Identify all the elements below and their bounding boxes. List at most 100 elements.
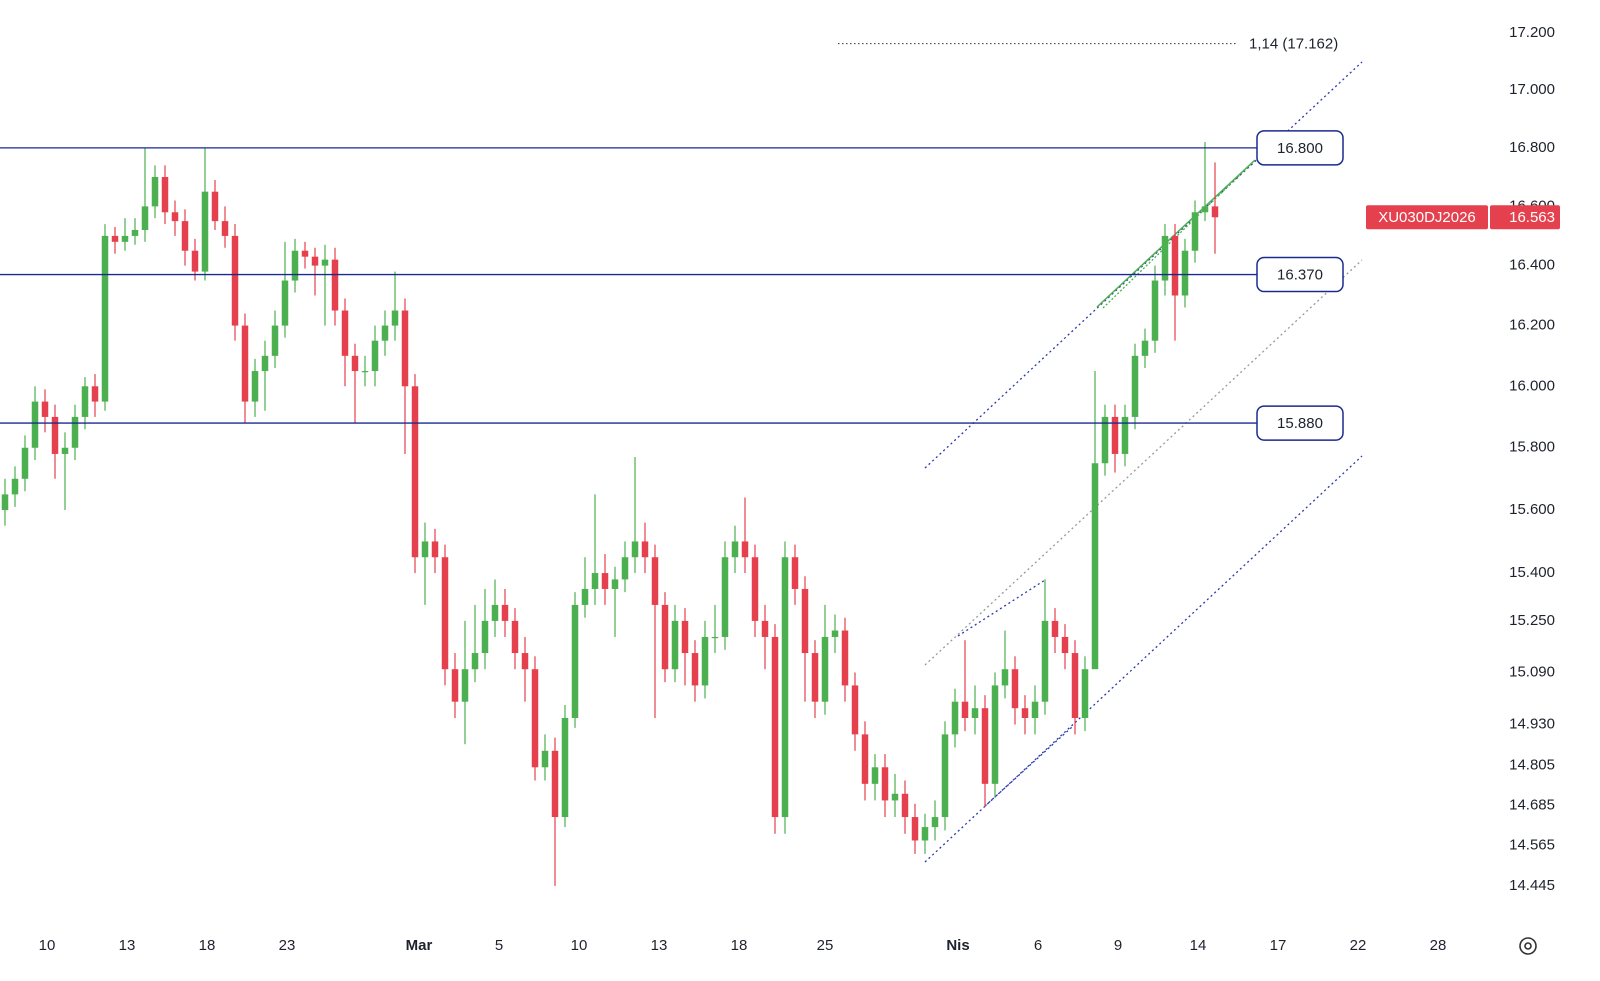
candle-body [371, 340, 379, 372]
candle-body [381, 325, 389, 341]
candle-body [801, 588, 809, 654]
candle-body [581, 588, 589, 605]
candle-body [181, 221, 189, 251]
candle-body [61, 447, 69, 454]
y-tick-label: 14.565 [1509, 836, 1555, 853]
x-tick-label: 23 [279, 937, 296, 954]
y-tick-label: 16.800 [1509, 139, 1555, 156]
candle-body [1111, 416, 1119, 454]
candle-body [221, 221, 229, 236]
candle-body [361, 371, 369, 373]
x-tick-label: 22 [1350, 937, 1367, 954]
candle-body [41, 401, 49, 417]
candle-body [281, 280, 289, 326]
candle-body [981, 708, 989, 784]
candle-body [791, 557, 799, 589]
candle-body [611, 579, 619, 589]
candle-body [531, 669, 539, 768]
price-label: 16.563 [1509, 209, 1555, 226]
candle-body [561, 718, 569, 818]
candle-body [551, 750, 559, 818]
y-tick-label: 17.000 [1509, 81, 1555, 98]
candle-body [921, 827, 929, 841]
candle-body [141, 206, 149, 230]
candle-body [671, 620, 679, 670]
x-tick-label: 18 [199, 937, 216, 954]
level-box [1256, 130, 1344, 166]
x-tick-label: 13 [119, 937, 136, 954]
candle-body [741, 541, 749, 558]
candle-body [1211, 206, 1219, 218]
candle-body [321, 259, 329, 266]
x-tick-label: 10 [39, 937, 56, 954]
y-tick-label: 15.800 [1509, 439, 1555, 456]
candle-body [911, 817, 919, 841]
candle-body [1191, 212, 1199, 251]
candle-body [961, 701, 969, 719]
y-tick-label: 15.250 [1509, 612, 1555, 629]
candle-body [501, 604, 509, 621]
candle-body [1061, 636, 1069, 654]
candle-body [271, 325, 279, 356]
candle-body [831, 630, 839, 637]
candle-body [1041, 620, 1049, 702]
green-line-2 [1102, 162, 1253, 309]
candle-body [71, 416, 79, 448]
candle-body [481, 620, 489, 654]
trend-lines [924, 61, 1363, 863]
y-tick-label: 14.685 [1509, 796, 1555, 813]
candle-body [431, 541, 439, 558]
candle-body [841, 630, 849, 686]
candle-body [31, 401, 39, 448]
candle-body [11, 478, 19, 495]
candle-body [341, 310, 349, 356]
candle-body [1051, 620, 1059, 637]
candle-body [971, 708, 979, 719]
candle-body [261, 355, 269, 372]
candle-body [721, 557, 729, 637]
gear-inner[interactable] [1524, 942, 1532, 950]
candle-body [1201, 206, 1209, 213]
candle-body [631, 541, 639, 558]
settings-icon[interactable] [1519, 937, 1537, 955]
candle-body [311, 256, 319, 266]
candle-body [201, 191, 209, 272]
candle-body [571, 604, 579, 719]
candle-body [291, 250, 299, 281]
green-line-1 [1096, 159, 1256, 308]
candle-body [401, 310, 409, 387]
x-tick-label: 28 [1430, 937, 1447, 954]
channel-lower [924, 455, 1363, 863]
x-tick-label: 17 [1270, 937, 1287, 954]
x-tick-label: 18 [731, 937, 748, 954]
candle-body [781, 557, 789, 818]
candle-body [191, 250, 199, 272]
candle-body [131, 229, 139, 236]
candle-body [171, 212, 179, 222]
candle-body [331, 259, 339, 311]
candle-body [881, 767, 889, 801]
candle-body [821, 636, 829, 702]
candle-body [731, 541, 739, 558]
candle-body [661, 604, 669, 670]
candle-body [891, 793, 899, 801]
level-label: 16.370 [1277, 267, 1323, 284]
candle-body [1101, 416, 1109, 464]
x-tick-label: Nis [946, 937, 969, 954]
candle-body [421, 541, 429, 558]
x-tick-label: 25 [817, 937, 834, 954]
candle-body [1071, 653, 1079, 719]
candle-body [941, 734, 949, 818]
candle-body [811, 653, 819, 702]
candle-body [1141, 340, 1149, 356]
candle-body [1021, 708, 1029, 719]
small-channel-upper [957, 579, 1046, 637]
candle-body [931, 817, 939, 828]
gear-outer[interactable] [1519, 937, 1537, 955]
candle-body [161, 177, 169, 213]
candle-body [211, 191, 219, 222]
x-tick-label: 13 [651, 937, 668, 954]
fib-label: 1,14 (17.162) [1249, 36, 1338, 53]
candle-body [591, 573, 599, 589]
level-box [1256, 405, 1344, 441]
